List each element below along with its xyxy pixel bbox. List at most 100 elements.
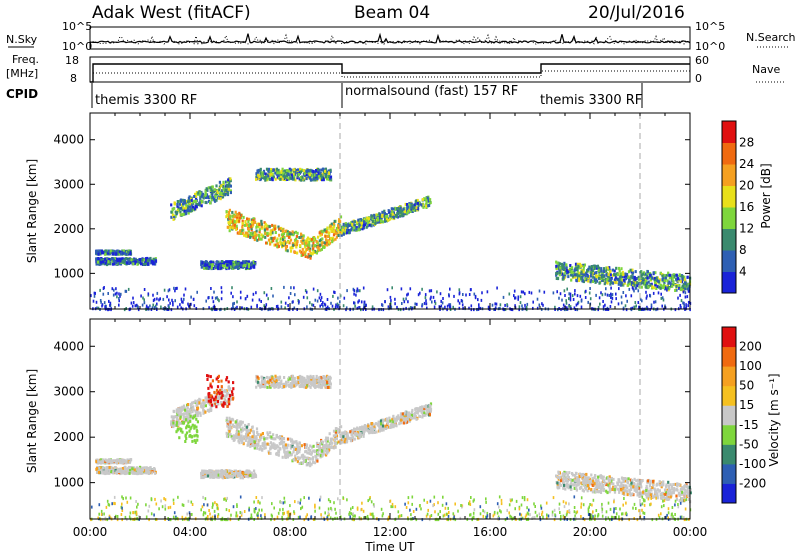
data-cell	[378, 218, 381, 222]
data-cell	[270, 435, 273, 439]
data-cell	[168, 298, 170, 302]
data-cell	[218, 188, 221, 192]
data-cell	[190, 404, 193, 408]
data-cell	[100, 300, 102, 304]
nave-label: Nave	[752, 63, 780, 76]
data-cell	[256, 446, 259, 450]
data-cell	[197, 411, 201, 415]
data-cell	[352, 287, 355, 291]
data-cell	[684, 282, 687, 285]
data-cell	[555, 272, 558, 276]
data-cell	[343, 296, 346, 300]
data-cell	[343, 440, 346, 443]
data-cell	[309, 247, 312, 251]
data-cell	[288, 177, 291, 181]
data-cell	[426, 196, 429, 200]
data-cell	[635, 286, 638, 290]
data-cell	[542, 303, 544, 307]
data-cell	[289, 238, 293, 242]
data-cell	[294, 241, 297, 245]
data-cell	[193, 304, 196, 308]
data-cell	[555, 277, 558, 280]
data-cell	[185, 210, 188, 214]
data-cell	[229, 426, 232, 430]
data-cell	[108, 468, 111, 472]
data-cell	[579, 294, 582, 298]
data-cell	[207, 267, 210, 270]
data-cell	[300, 235, 303, 239]
data-cell	[394, 297, 396, 301]
data-cell	[645, 290, 647, 294]
data-cell	[263, 228, 266, 232]
data-cell	[646, 281, 649, 285]
data-cell	[618, 280, 621, 284]
data-cell	[279, 435, 282, 438]
data-cell	[95, 262, 98, 266]
data-cell	[207, 296, 209, 300]
data-cell	[182, 202, 185, 206]
data-cell	[108, 258, 111, 261]
data-cell	[649, 294, 652, 298]
data-cell	[239, 229, 242, 233]
data-cell	[139, 470, 142, 474]
data-cell	[341, 440, 344, 444]
data-cell	[182, 404, 186, 408]
data-cell	[543, 290, 546, 294]
data-cell	[143, 301, 146, 305]
data-cell	[620, 267, 623, 271]
data-cell	[352, 219, 355, 223]
data-cell	[375, 430, 378, 434]
data-cell	[242, 442, 245, 446]
data-cell	[555, 273, 558, 277]
data-cell	[266, 177, 269, 181]
data-cell	[620, 272, 623, 276]
data-cell	[421, 411, 424, 415]
data-cell	[338, 218, 341, 222]
data-cell	[186, 412, 189, 416]
data-cell	[237, 439, 240, 443]
data-cell	[398, 207, 401, 211]
data-cell	[297, 173, 300, 176]
data-cell	[584, 277, 587, 281]
data-cell	[231, 417, 234, 421]
data-cell	[257, 173, 260, 177]
data-cell	[238, 263, 241, 267]
data-cell	[302, 169, 306, 172]
data-cell	[684, 291, 687, 295]
data-cell	[335, 437, 338, 441]
data-cell	[182, 412, 185, 416]
data-cell	[288, 241, 291, 245]
data-cell	[618, 287, 620, 291]
data-cell	[559, 292, 562, 296]
data-cell	[205, 266, 208, 270]
data-cell	[323, 171, 326, 175]
data-cell	[577, 279, 580, 282]
data-cell	[652, 276, 655, 280]
data-cell	[236, 419, 239, 423]
data-cell	[184, 287, 187, 291]
data-cell	[572, 274, 575, 278]
data-cell	[610, 294, 613, 298]
data-cell	[327, 169, 330, 173]
data-cell	[560, 268, 563, 272]
data-cell	[621, 283, 624, 287]
data-cell	[353, 301, 356, 305]
data-cell	[367, 217, 370, 221]
data-cell	[388, 417, 391, 421]
data-cell	[218, 180, 221, 184]
data-cell	[200, 204, 203, 208]
data-cell	[332, 238, 335, 242]
data-cell	[278, 437, 281, 441]
data-cell	[124, 467, 127, 471]
data-cell	[229, 423, 232, 427]
data-cell	[272, 175, 275, 179]
data-cell	[260, 300, 262, 303]
data-cell	[646, 271, 649, 275]
data-cell	[326, 298, 329, 301]
station-title: Adak West (fitACF)	[92, 3, 251, 23]
data-cell	[246, 223, 249, 227]
data-cell	[242, 215, 245, 219]
data-cell	[222, 180, 225, 184]
data-cell	[304, 241, 308, 245]
data-cell	[428, 412, 431, 416]
